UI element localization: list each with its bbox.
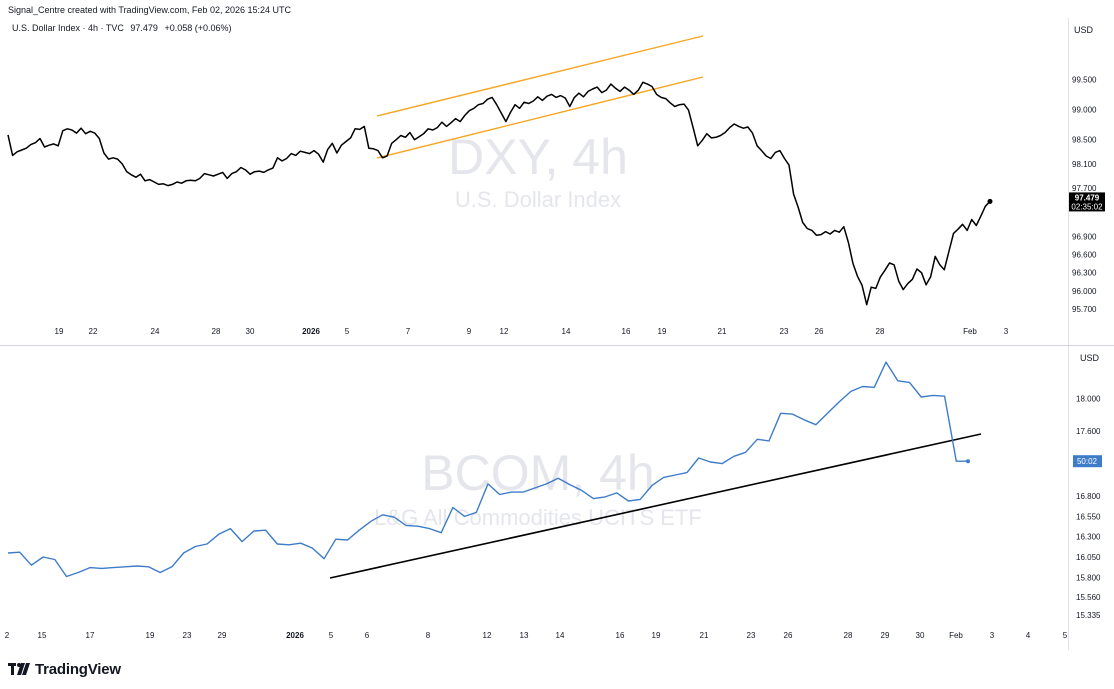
dxy-y-tick-label: 97.700 bbox=[1072, 184, 1097, 193]
bcom-x-tick-label: 29 bbox=[881, 631, 890, 640]
dxy-x-tick-label: 9 bbox=[467, 327, 472, 336]
bcom-last-point bbox=[966, 459, 970, 464]
bcom-x-tick-label: 15 bbox=[38, 631, 47, 640]
bcom-x-tick-label: 2026 bbox=[286, 631, 304, 640]
bcom-x-tick-label: 5 bbox=[1063, 631, 1068, 640]
bcom-x-tick-label: 19 bbox=[652, 631, 661, 640]
dxy-x-tick-label: Feb bbox=[963, 327, 977, 336]
bcom-y-tick-label: 15.335 bbox=[1076, 611, 1101, 620]
symbol-legend[interactable]: U.S. Dollar Index · 4h · TVC 97.479 +0.0… bbox=[12, 23, 236, 33]
dxy-x-tick-label: 2026 bbox=[302, 327, 320, 336]
bcom-x-tick-label: 30 bbox=[916, 631, 925, 640]
bcom-x-tick-label: 12 bbox=[483, 631, 492, 640]
bcom-x-tick-label: 3 bbox=[990, 631, 995, 640]
chart-credit: Signal_Centre created with TradingView.c… bbox=[8, 5, 291, 15]
dxy-y-tick-label: 95.700 bbox=[1072, 305, 1097, 314]
bcom-x-tick-label: Feb bbox=[949, 631, 963, 640]
dxy-x-tick-label: 19 bbox=[55, 327, 64, 336]
bcom-x-tick-label: 14 bbox=[556, 631, 565, 640]
bcom-x-tick-label: 23 bbox=[747, 631, 756, 640]
bcom-y-tick-label: 16.550 bbox=[1076, 512, 1101, 521]
bcom-x-tick-label: 26 bbox=[784, 631, 793, 640]
dxy-x-tick-label: 12 bbox=[500, 327, 509, 336]
channel-upper-line[interactable] bbox=[376, 35, 704, 117]
dxy-y-tick-label: 96.000 bbox=[1072, 287, 1097, 296]
bcom-last-price-badge bbox=[1073, 455, 1102, 468]
bcom-x-tick-label: 29 bbox=[218, 631, 227, 640]
dxy-x-tick-label: 19 bbox=[658, 327, 667, 336]
dxy-x-tick-label: 21 bbox=[718, 327, 727, 336]
bcom-x-tick-label: 16 bbox=[616, 631, 625, 640]
dxy-x-tick-label: 3 bbox=[1004, 327, 1009, 336]
symbol-price: 97.479 bbox=[130, 23, 158, 33]
dxy-x-tick-label: 23 bbox=[780, 327, 789, 336]
bcom-x-tick-label: 19 bbox=[146, 631, 155, 640]
tradingview-logo-icon bbox=[8, 663, 30, 675]
bcom-x-tick-label: 13 bbox=[520, 631, 529, 640]
symbol-name: U.S. Dollar Index · 4h · TVC bbox=[12, 23, 124, 33]
dxy-y-tick-label: 96.300 bbox=[1072, 269, 1097, 278]
bcom-price-line[interactable] bbox=[7, 361, 968, 578]
bcom-y-tick-label: 17.600 bbox=[1076, 427, 1101, 436]
bcom-last-price-label: 50:02 bbox=[1077, 457, 1098, 466]
bcom-y-tick-label: 15.800 bbox=[1076, 573, 1101, 582]
dxy-countdown-label: 02:35:02 bbox=[1071, 202, 1103, 211]
bcom-currency-label: USD bbox=[1080, 353, 1100, 363]
bcom-x-tick-label: 21 bbox=[700, 631, 709, 640]
dxy-x-tick-label: 30 bbox=[246, 327, 255, 336]
dxy-x-tick-label: 28 bbox=[876, 327, 885, 336]
bcom-y-tick-label: 15.560 bbox=[1076, 593, 1101, 602]
bcom-x-tick-label: 17 bbox=[86, 631, 95, 640]
bcom-y-tick-label: 16.300 bbox=[1076, 533, 1101, 542]
bcom-x-tick-label: 5 bbox=[329, 631, 334, 640]
bcom-x-tick-label: 8 bbox=[426, 631, 431, 640]
dxy-x-tick-label: 22 bbox=[89, 327, 98, 336]
bcom-x-tick-label: 23 bbox=[183, 631, 192, 640]
dxy-price-line[interactable] bbox=[7, 81, 991, 306]
dxy-x-tick-label: 26 bbox=[815, 327, 824, 336]
tradingview-brand[interactable]: TradingView bbox=[8, 660, 121, 678]
bcom-support-trendline[interactable] bbox=[329, 433, 982, 579]
dxy-watermark-title: DXY, 4h bbox=[448, 129, 628, 185]
dxy-y-tick-label: 99.000 bbox=[1072, 106, 1097, 115]
bcom-y-tick-label: 16.050 bbox=[1076, 553, 1101, 562]
bcom-y-tick-label: 18.000 bbox=[1076, 395, 1101, 404]
dxy-x-tick-label: 24 bbox=[151, 327, 160, 336]
bcom-watermark-title: BCOM, 4h bbox=[421, 445, 654, 501]
bcom-x-tick-label: 2 bbox=[5, 631, 10, 640]
dxy-last-point bbox=[987, 198, 993, 204]
dxy-last-price-badge bbox=[1069, 192, 1105, 212]
dxy-x-tick-label: 7 bbox=[406, 327, 411, 336]
dxy-x-tick-label: 14 bbox=[562, 327, 571, 336]
dxy-y-tick-label: 98.500 bbox=[1072, 136, 1097, 145]
dxy-watermark-subtitle: U.S. Dollar Index bbox=[455, 187, 621, 212]
dxy-y-tick-label: 96.600 bbox=[1072, 251, 1097, 260]
bcom-x-tick-label: 6 bbox=[365, 631, 370, 640]
bcom-watermark-subtitle: L&G All Commodities UCITS ETF bbox=[374, 505, 702, 530]
dxy-y-tick-label: 98.100 bbox=[1072, 160, 1097, 169]
dxy-last-price-label: 97.479 bbox=[1075, 193, 1100, 202]
dxy-x-tick-label: 16 bbox=[622, 327, 631, 336]
dxy-y-tick-label: 99.500 bbox=[1072, 75, 1097, 84]
dxy-currency-label: USD bbox=[1074, 25, 1094, 35]
channel-lower-line[interactable] bbox=[376, 76, 704, 159]
bcom-x-tick-label: 4 bbox=[1026, 631, 1031, 640]
bcom-y-tick-label: 16.800 bbox=[1076, 492, 1101, 501]
tradingview-wordmark: TradingView bbox=[35, 660, 121, 678]
dxy-x-tick-label: 28 bbox=[212, 327, 221, 336]
bcom-x-tick-label: 28 bbox=[844, 631, 853, 640]
dxy-x-tick-label: 5 bbox=[345, 327, 350, 336]
dxy-y-tick-label: 96.900 bbox=[1072, 232, 1097, 241]
symbol-change: +0.058 (+0.06%) bbox=[164, 23, 232, 33]
